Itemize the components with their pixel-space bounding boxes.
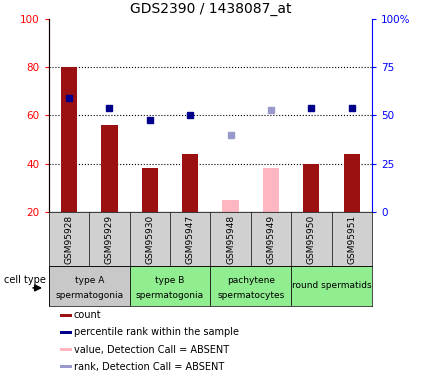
Text: GSM95930: GSM95930	[145, 214, 154, 264]
Text: GSM95928: GSM95928	[65, 214, 74, 264]
Text: spermatogonia: spermatogonia	[136, 291, 204, 300]
Bar	[130, 266, 210, 306]
Text: spermatogonia: spermatogonia	[55, 291, 123, 300]
Text: GSM95951: GSM95951	[347, 214, 356, 264]
Text: GSM95947: GSM95947	[186, 214, 195, 264]
Text: spermatocytes: spermatocytes	[217, 291, 284, 300]
Bar	[343, 154, 360, 212]
Text: count: count	[74, 310, 101, 320]
Text: type B: type B	[155, 276, 185, 285]
Bar	[182, 154, 198, 212]
Bar	[142, 168, 158, 212]
Text: GSM95950: GSM95950	[307, 214, 316, 264]
Bar	[60, 365, 72, 368]
Bar	[263, 168, 279, 212]
Title: GDS2390 / 1438087_at: GDS2390 / 1438087_at	[130, 2, 291, 16]
Bar	[60, 348, 72, 351]
Bar	[101, 125, 117, 212]
Text: pachytene: pachytene	[227, 276, 275, 285]
Bar	[49, 266, 130, 306]
Bar	[60, 331, 72, 334]
Text: rank, Detection Call = ABSENT: rank, Detection Call = ABSENT	[74, 362, 224, 372]
Text: GSM95949: GSM95949	[266, 214, 275, 264]
Bar	[61, 67, 77, 212]
Bar	[222, 200, 238, 212]
Text: GSM95948: GSM95948	[226, 214, 235, 264]
Bar	[291, 266, 372, 306]
Bar	[303, 164, 320, 212]
Bar	[210, 266, 291, 306]
Text: value, Detection Call = ABSENT: value, Detection Call = ABSENT	[74, 345, 229, 354]
Text: GSM95929: GSM95929	[105, 214, 114, 264]
Text: cell type: cell type	[4, 275, 46, 285]
Text: type A: type A	[74, 276, 104, 285]
Bar	[60, 314, 72, 317]
Text: percentile rank within the sample: percentile rank within the sample	[74, 327, 238, 338]
Text: round spermatids: round spermatids	[292, 281, 371, 290]
